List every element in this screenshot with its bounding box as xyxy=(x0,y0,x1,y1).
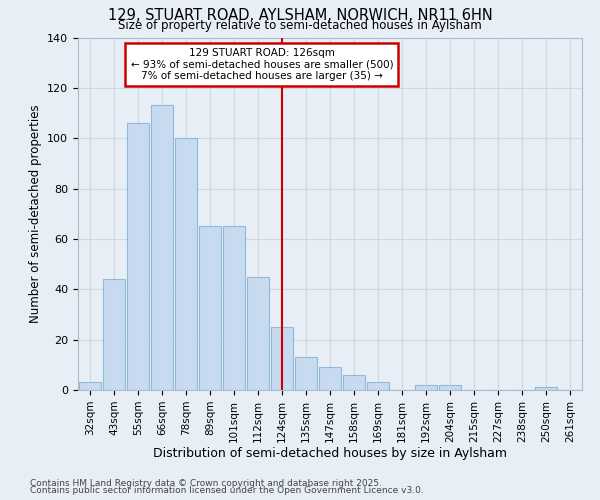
Bar xyxy=(199,226,221,390)
Bar xyxy=(79,382,101,390)
Bar xyxy=(271,327,293,390)
Bar xyxy=(295,358,317,390)
Bar xyxy=(103,279,125,390)
Bar xyxy=(343,375,365,390)
Bar xyxy=(367,382,389,390)
Text: 129, STUART ROAD, AYLSHAM, NORWICH, NR11 6HN: 129, STUART ROAD, AYLSHAM, NORWICH, NR11… xyxy=(107,8,493,22)
Text: Contains HM Land Registry data © Crown copyright and database right 2025.: Contains HM Land Registry data © Crown c… xyxy=(30,478,382,488)
Text: Contains public sector information licensed under the Open Government Licence v3: Contains public sector information licen… xyxy=(30,486,424,495)
Bar xyxy=(127,123,149,390)
Bar xyxy=(535,388,557,390)
Bar xyxy=(439,385,461,390)
Bar xyxy=(175,138,197,390)
Bar xyxy=(223,226,245,390)
Text: 129 STUART ROAD: 126sqm
← 93% of semi-detached houses are smaller (500)
7% of se: 129 STUART ROAD: 126sqm ← 93% of semi-de… xyxy=(131,48,393,82)
Y-axis label: Number of semi-detached properties: Number of semi-detached properties xyxy=(29,104,41,323)
Bar xyxy=(415,385,437,390)
Bar xyxy=(247,276,269,390)
Bar xyxy=(151,106,173,390)
X-axis label: Distribution of semi-detached houses by size in Aylsham: Distribution of semi-detached houses by … xyxy=(153,448,507,460)
Bar xyxy=(319,368,341,390)
Text: Size of property relative to semi-detached houses in Aylsham: Size of property relative to semi-detach… xyxy=(118,18,482,32)
